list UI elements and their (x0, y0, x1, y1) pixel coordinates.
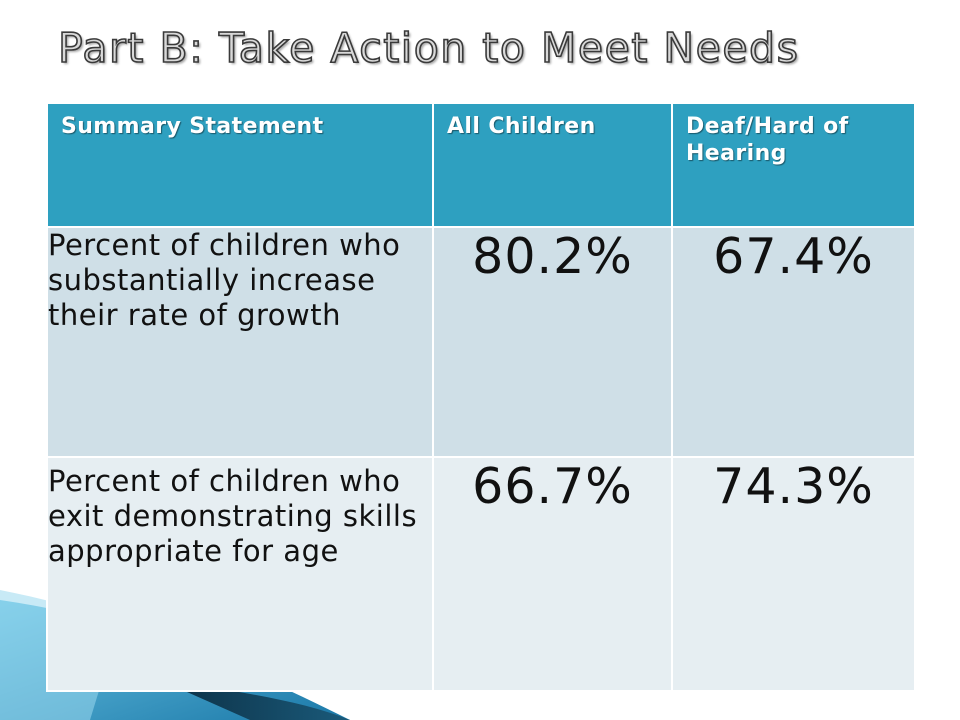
table-row: Percent of children who exit demonstrati… (46, 456, 916, 692)
deaf-hard-of-hearing-value: 67.4% (671, 226, 916, 458)
summary-statement-cell: Percent of children who exit demonstrati… (46, 456, 434, 692)
header-deaf-hard-of-hearing: Deaf/Hard of Hearing (671, 102, 916, 228)
header-summary-statement: Summary Statement (46, 102, 434, 228)
all-children-value: 66.7% (432, 456, 673, 692)
header-all-children: All Children (432, 102, 673, 228)
summary-table: Summary Statement All Children Deaf/Hard… (46, 102, 916, 692)
table-header-row: Summary Statement All Children Deaf/Hard… (46, 102, 916, 228)
page-title: Part B: Take Action to Meet Needs (57, 23, 800, 73)
all-children-value: 80.2% (432, 226, 673, 458)
deaf-hard-of-hearing-value: 74.3% (671, 456, 916, 692)
summary-statement-cell: Percent of children who substantially in… (46, 226, 434, 458)
table-row: Percent of children who substantially in… (46, 226, 916, 458)
